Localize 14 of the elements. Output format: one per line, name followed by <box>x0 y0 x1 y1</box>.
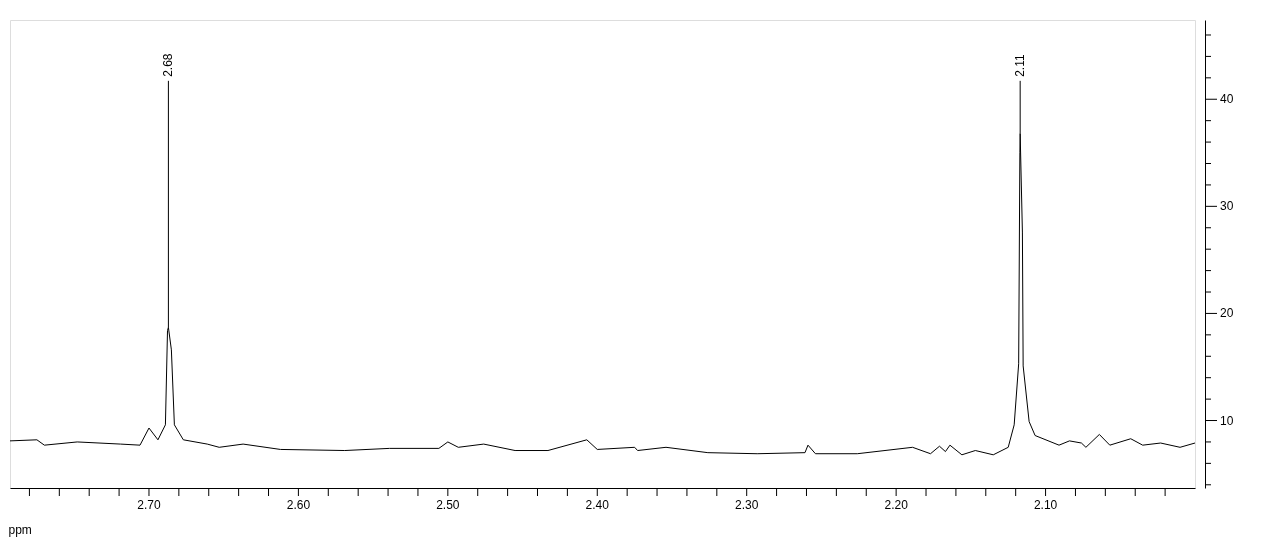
y-tick-label: 10 <box>1220 413 1234 428</box>
y-tick-label: 30 <box>1220 199 1234 214</box>
x-tick-label: 2.60 <box>286 498 311 512</box>
x-tick-label: 2.70 <box>137 498 161 512</box>
x-tick-label: 2.40 <box>585 498 610 512</box>
annotation: 2.68 <box>161 53 176 77</box>
x-tick-label: 2.20 <box>884 498 909 512</box>
annotation: 2.11 <box>1013 54 1028 77</box>
x-tick-label: 2.50 <box>436 498 460 512</box>
y-tick-label: 40 <box>1220 92 1234 107</box>
y-tick-label: 20 <box>1220 306 1234 321</box>
x-tick-label: 2.10 <box>1033 498 1058 512</box>
x-tick-label: 2.30 <box>735 498 759 512</box>
x-axis-title: ppm <box>8 522 32 537</box>
